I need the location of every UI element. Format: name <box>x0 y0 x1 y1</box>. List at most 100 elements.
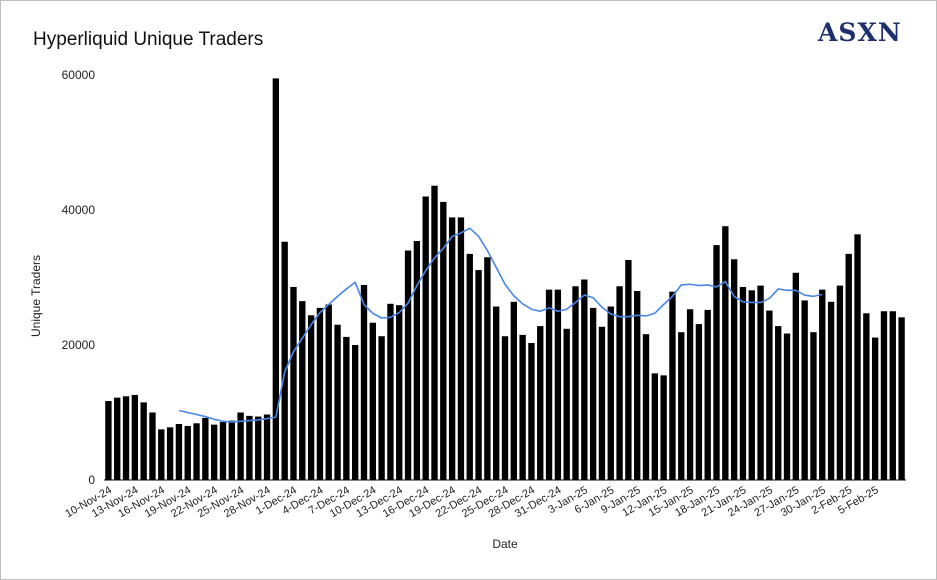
bar <box>634 291 641 480</box>
bar <box>783 333 791 480</box>
moving-average-series <box>178 227 823 423</box>
bar <box>775 326 782 480</box>
bar <box>819 289 826 480</box>
bar <box>616 286 623 480</box>
bar <box>607 306 614 480</box>
bar <box>827 301 835 480</box>
bar <box>334 324 341 480</box>
bar <box>510 301 517 480</box>
bar <box>166 427 174 480</box>
bar <box>863 313 870 480</box>
bar <box>404 250 412 480</box>
x-axis-label: Date <box>492 537 518 551</box>
bar <box>493 306 500 480</box>
bar <box>554 289 562 480</box>
bar <box>748 290 755 480</box>
y-tick-label: 60000 <box>62 68 96 82</box>
bar <box>810 332 817 480</box>
bar <box>122 396 130 480</box>
bar <box>466 253 473 481</box>
bar <box>836 285 844 480</box>
bar <box>739 286 747 480</box>
bar <box>880 311 888 480</box>
bar <box>563 328 570 480</box>
bar <box>598 326 606 480</box>
bar <box>722 226 729 480</box>
bar <box>625 259 632 480</box>
bar <box>431 185 438 480</box>
bar <box>307 315 315 480</box>
bar <box>114 397 121 480</box>
bar <box>352 345 359 480</box>
bar <box>343 336 350 480</box>
bar <box>175 423 183 480</box>
bar <box>369 322 376 480</box>
bar <box>360 284 368 480</box>
bar <box>228 420 235 480</box>
bar <box>528 342 535 480</box>
bar <box>766 310 773 480</box>
bar <box>184 426 191 480</box>
bar <box>757 285 764 480</box>
y-tick-label: 0 <box>88 473 95 487</box>
bar <box>660 375 667 481</box>
bar-series <box>105 78 905 481</box>
bar <box>246 415 253 481</box>
bar <box>422 196 429 480</box>
bar <box>237 412 244 480</box>
bar <box>898 317 905 480</box>
bar <box>484 257 491 480</box>
bar <box>325 304 332 480</box>
bar <box>202 417 209 480</box>
bar <box>871 337 879 480</box>
bar <box>193 423 200 480</box>
bar <box>210 424 218 480</box>
bar <box>651 373 658 480</box>
bar <box>140 402 147 481</box>
y-axis-label: Unique Traders <box>29 255 43 337</box>
bar <box>316 307 324 481</box>
bar <box>219 421 227 480</box>
bar <box>686 309 694 480</box>
bar <box>149 412 156 480</box>
bar <box>704 309 711 480</box>
bar <box>545 289 553 480</box>
bar <box>642 334 650 480</box>
bar <box>255 416 262 480</box>
bar <box>581 279 588 480</box>
y-tick-label: 40000 <box>62 203 96 217</box>
bar <box>272 78 280 481</box>
bar <box>281 241 288 480</box>
bar <box>299 301 306 481</box>
bar <box>387 303 394 480</box>
bar <box>669 291 676 480</box>
y-axis: 0 20000 40000 60000 <box>62 68 96 487</box>
moving-average-line <box>178 227 823 423</box>
bar <box>713 245 720 480</box>
bar <box>845 253 852 481</box>
bar <box>378 336 385 480</box>
bar <box>131 394 139 480</box>
y-tick-label: 20000 <box>62 338 96 352</box>
asxn-logo: ASXN <box>818 18 902 47</box>
bar <box>475 270 482 480</box>
chart-title: Hyperliquid Unique Traders <box>33 29 264 50</box>
bar <box>589 307 597 481</box>
bar <box>801 300 808 480</box>
bar <box>158 429 165 481</box>
bar <box>519 334 526 481</box>
bar <box>792 272 800 480</box>
bar <box>413 241 421 480</box>
bar <box>537 326 544 480</box>
bar <box>263 414 271 480</box>
bar <box>854 234 861 480</box>
bar <box>290 286 297 480</box>
bar <box>889 311 896 480</box>
bar <box>730 259 738 480</box>
bar <box>105 401 112 480</box>
bar <box>695 324 703 480</box>
bar <box>457 217 465 480</box>
bar <box>448 217 456 480</box>
bar <box>440 201 447 480</box>
